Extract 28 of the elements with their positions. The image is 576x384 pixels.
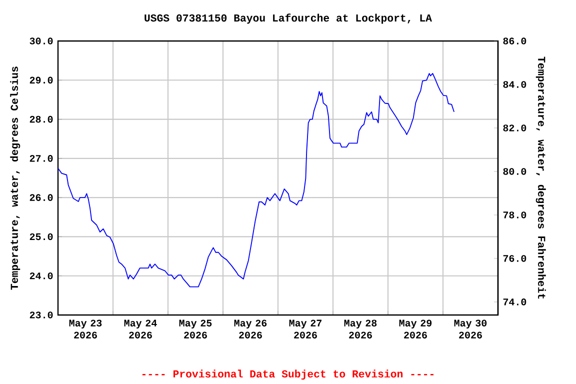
y2-tick-label: 80.0 [503,168,526,175]
line-series [58,72,455,288]
x-tick-label: May 23 2026 [69,320,102,338]
y-tick-label: 28.0 [30,116,53,123]
x-tick-label: May 29 2026 [399,320,432,338]
x-tick-label: May 24 2026 [124,320,157,338]
y2-axis-title: Temperature, water, degrees Fahrenheit [536,56,546,299]
y-axis-title: Temperature, water, degrees Celsius [10,66,20,290]
y2-tick-label: 78.0 [503,212,526,218]
y-tick-label: 27.0 [30,155,53,162]
y2-tick-label: 84.0 [503,81,526,88]
x-tick-label: May 28 2026 [344,320,377,338]
y2-tick-label: 74.0 [503,298,526,306]
x-tick-label: May 27 2026 [289,320,322,338]
chart-title: USGS 07381150 Bayou Lafourche at Lockport, LA [144,14,432,24]
y-tick-label: 26.0 [30,194,53,201]
y2-tick-label: 76.0 [503,255,526,262]
y-tick-label: 30.0 [30,38,53,44]
x-tick-label: May 26 2026 [234,320,267,338]
y2-tick-label: 82.0 [503,124,526,132]
y2-tick-label: 86.0 [503,38,526,44]
y-tick-label: 25.0 [30,233,53,240]
x-tick-label: May 30 2026 [454,320,487,338]
y-tick-label: 24.0 [30,272,53,280]
y-tick-label: 29.0 [30,76,53,84]
x-tick-label: May 25 2026 [179,320,212,338]
text: ---- Provisional Data Subject to Revision ---- [142,370,434,380]
y-tick-label: 23.0 [30,312,53,318]
